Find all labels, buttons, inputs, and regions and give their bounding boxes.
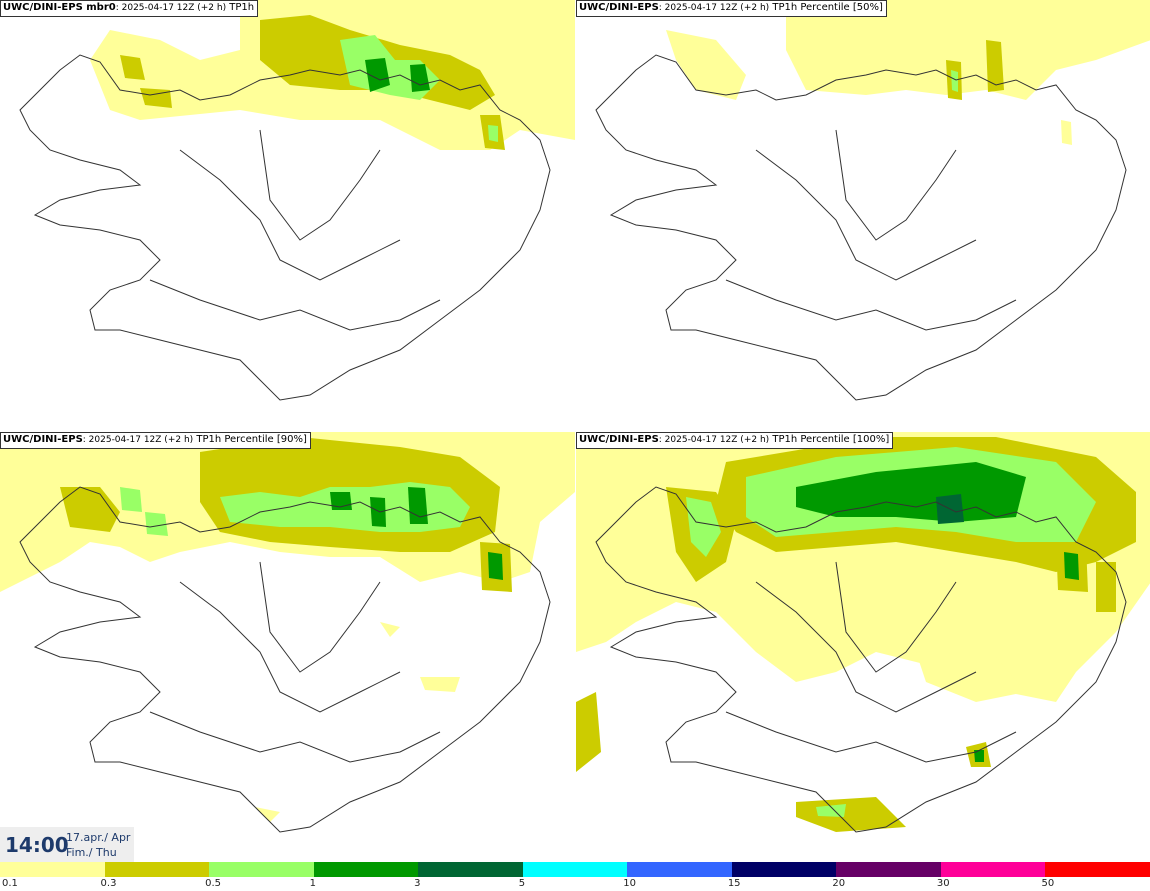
run-time: : 2025-04-17 12Z (+2 h) <box>115 3 227 13</box>
legend-tick-label: 30 <box>936 878 950 889</box>
legend-swatch <box>0 862 106 877</box>
legend-swatch <box>627 862 733 877</box>
iceland-coastline <box>19 54 551 401</box>
legend-swatch <box>104 862 210 877</box>
precip-field <box>576 432 1150 832</box>
valid-time-box: 14:00 17.apr./ Apr Fim./ Thu <box>0 827 134 862</box>
valid-time: 14:00 <box>5 833 69 857</box>
legend-swatch <box>1045 862 1150 877</box>
run-time: : 2025-04-17 12Z (+2 h) <box>658 3 770 13</box>
map-panel-p90: UWC/DINI-EPS: 2025-04-17 12Z (+2 h) TP1h… <box>0 432 575 864</box>
panel-title: UWC/DINI-EPS: 2025-04-17 12Z (+2 h) TP1h… <box>576 0 887 17</box>
panel-title: UWC/DINI-EPS: 2025-04-17 12Z (+2 h) TP1h… <box>576 432 894 449</box>
legend-swatch <box>313 862 419 877</box>
legend-tick-label: 1 <box>309 878 316 889</box>
iceland-coastline <box>595 486 1127 833</box>
parameter: TP1h <box>226 2 255 13</box>
model-name: UWC/DINI-EPS mbr0 <box>3 2 116 13</box>
legend-swatch <box>209 862 315 877</box>
panel-title: UWC/DINI-EPS mbr0: 2025-04-17 12Z (+2 h)… <box>0 0 259 17</box>
precip-field <box>0 432 575 822</box>
panel-divider <box>575 0 576 862</box>
legend-tick-label: 50 <box>1041 878 1055 889</box>
precip-field <box>666 0 1150 145</box>
precip-map-p100 <box>576 432 1150 833</box>
iceland-coastline <box>19 486 551 833</box>
precip-field <box>90 0 575 150</box>
parameter: TP1h Percentile [90%] <box>193 434 307 445</box>
run-time: : 2025-04-17 12Z (+2 h) <box>82 435 194 445</box>
legend-tick-label: 10 <box>623 878 636 889</box>
model-name: UWC/DINI-EPS <box>3 434 83 445</box>
model-name: UWC/DINI-EPS <box>579 434 659 445</box>
valid-date-line2: Fim./ Thu <box>66 846 117 859</box>
panel-title: UWC/DINI-EPS: 2025-04-17 12Z (+2 h) TP1h… <box>0 432 311 449</box>
legend-tick-label: 0.3 <box>100 878 117 889</box>
precip-map-p90 <box>0 432 575 833</box>
run-time: : 2025-04-17 12Z (+2 h) <box>658 435 770 445</box>
legend-tick-label: 3 <box>414 878 421 889</box>
legend-tick-label: 5 <box>518 878 526 889</box>
legend-swatch <box>940 862 1046 877</box>
map-panel-p100: UWC/DINI-EPS: 2025-04-17 12Z (+2 h) TP1h… <box>576 432 1150 864</box>
legend-tick-label: 15 <box>727 878 741 889</box>
map-panel-mbr0: UWC/DINI-EPS mbr0: 2025-04-17 12Z (+2 h)… <box>0 0 575 432</box>
legend-swatch <box>418 862 524 877</box>
legend-tick-label: 0.1 <box>2 878 18 889</box>
iceland-coastline <box>595 54 1127 401</box>
parameter: TP1h Percentile [50%] <box>769 2 883 13</box>
legend-swatch <box>836 862 942 877</box>
map-panel-p50: UWC/DINI-EPS: 2025-04-17 12Z (+2 h) TP1h… <box>576 0 1150 432</box>
valid-date: 17.apr./ Apr Fim./ Thu <box>66 830 130 860</box>
valid-date-line1: 17.apr./ Apr <box>66 831 131 844</box>
precip-map-p50 <box>595 0 1150 401</box>
legend-tick-label: 0.5 <box>205 878 221 889</box>
color-legend: 0.1 0.3 0.5 1 3 5 10 15 20 30 50 <box>0 862 1150 891</box>
precip-map-mbr0 <box>19 0 575 401</box>
legend-swatch <box>731 862 837 877</box>
legend-tick-label: 20 <box>832 878 846 889</box>
legend-swatch <box>522 862 628 877</box>
model-name: UWC/DINI-EPS <box>579 2 659 13</box>
parameter: TP1h Percentile [100%] <box>769 434 890 445</box>
